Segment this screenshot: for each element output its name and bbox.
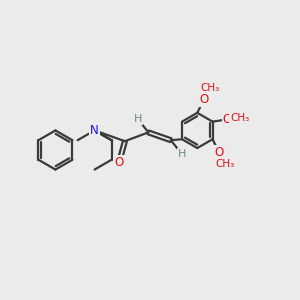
Text: CH₃: CH₃ [215, 159, 235, 169]
Text: H: H [177, 149, 186, 159]
Text: CH₃: CH₃ [230, 112, 250, 122]
Text: O: O [114, 156, 124, 169]
Text: O: O [214, 146, 224, 159]
Text: N: N [90, 124, 99, 137]
Text: O: O [200, 93, 208, 106]
Text: O: O [223, 113, 232, 126]
Text: H: H [134, 114, 142, 124]
Text: CH₃: CH₃ [200, 83, 219, 93]
